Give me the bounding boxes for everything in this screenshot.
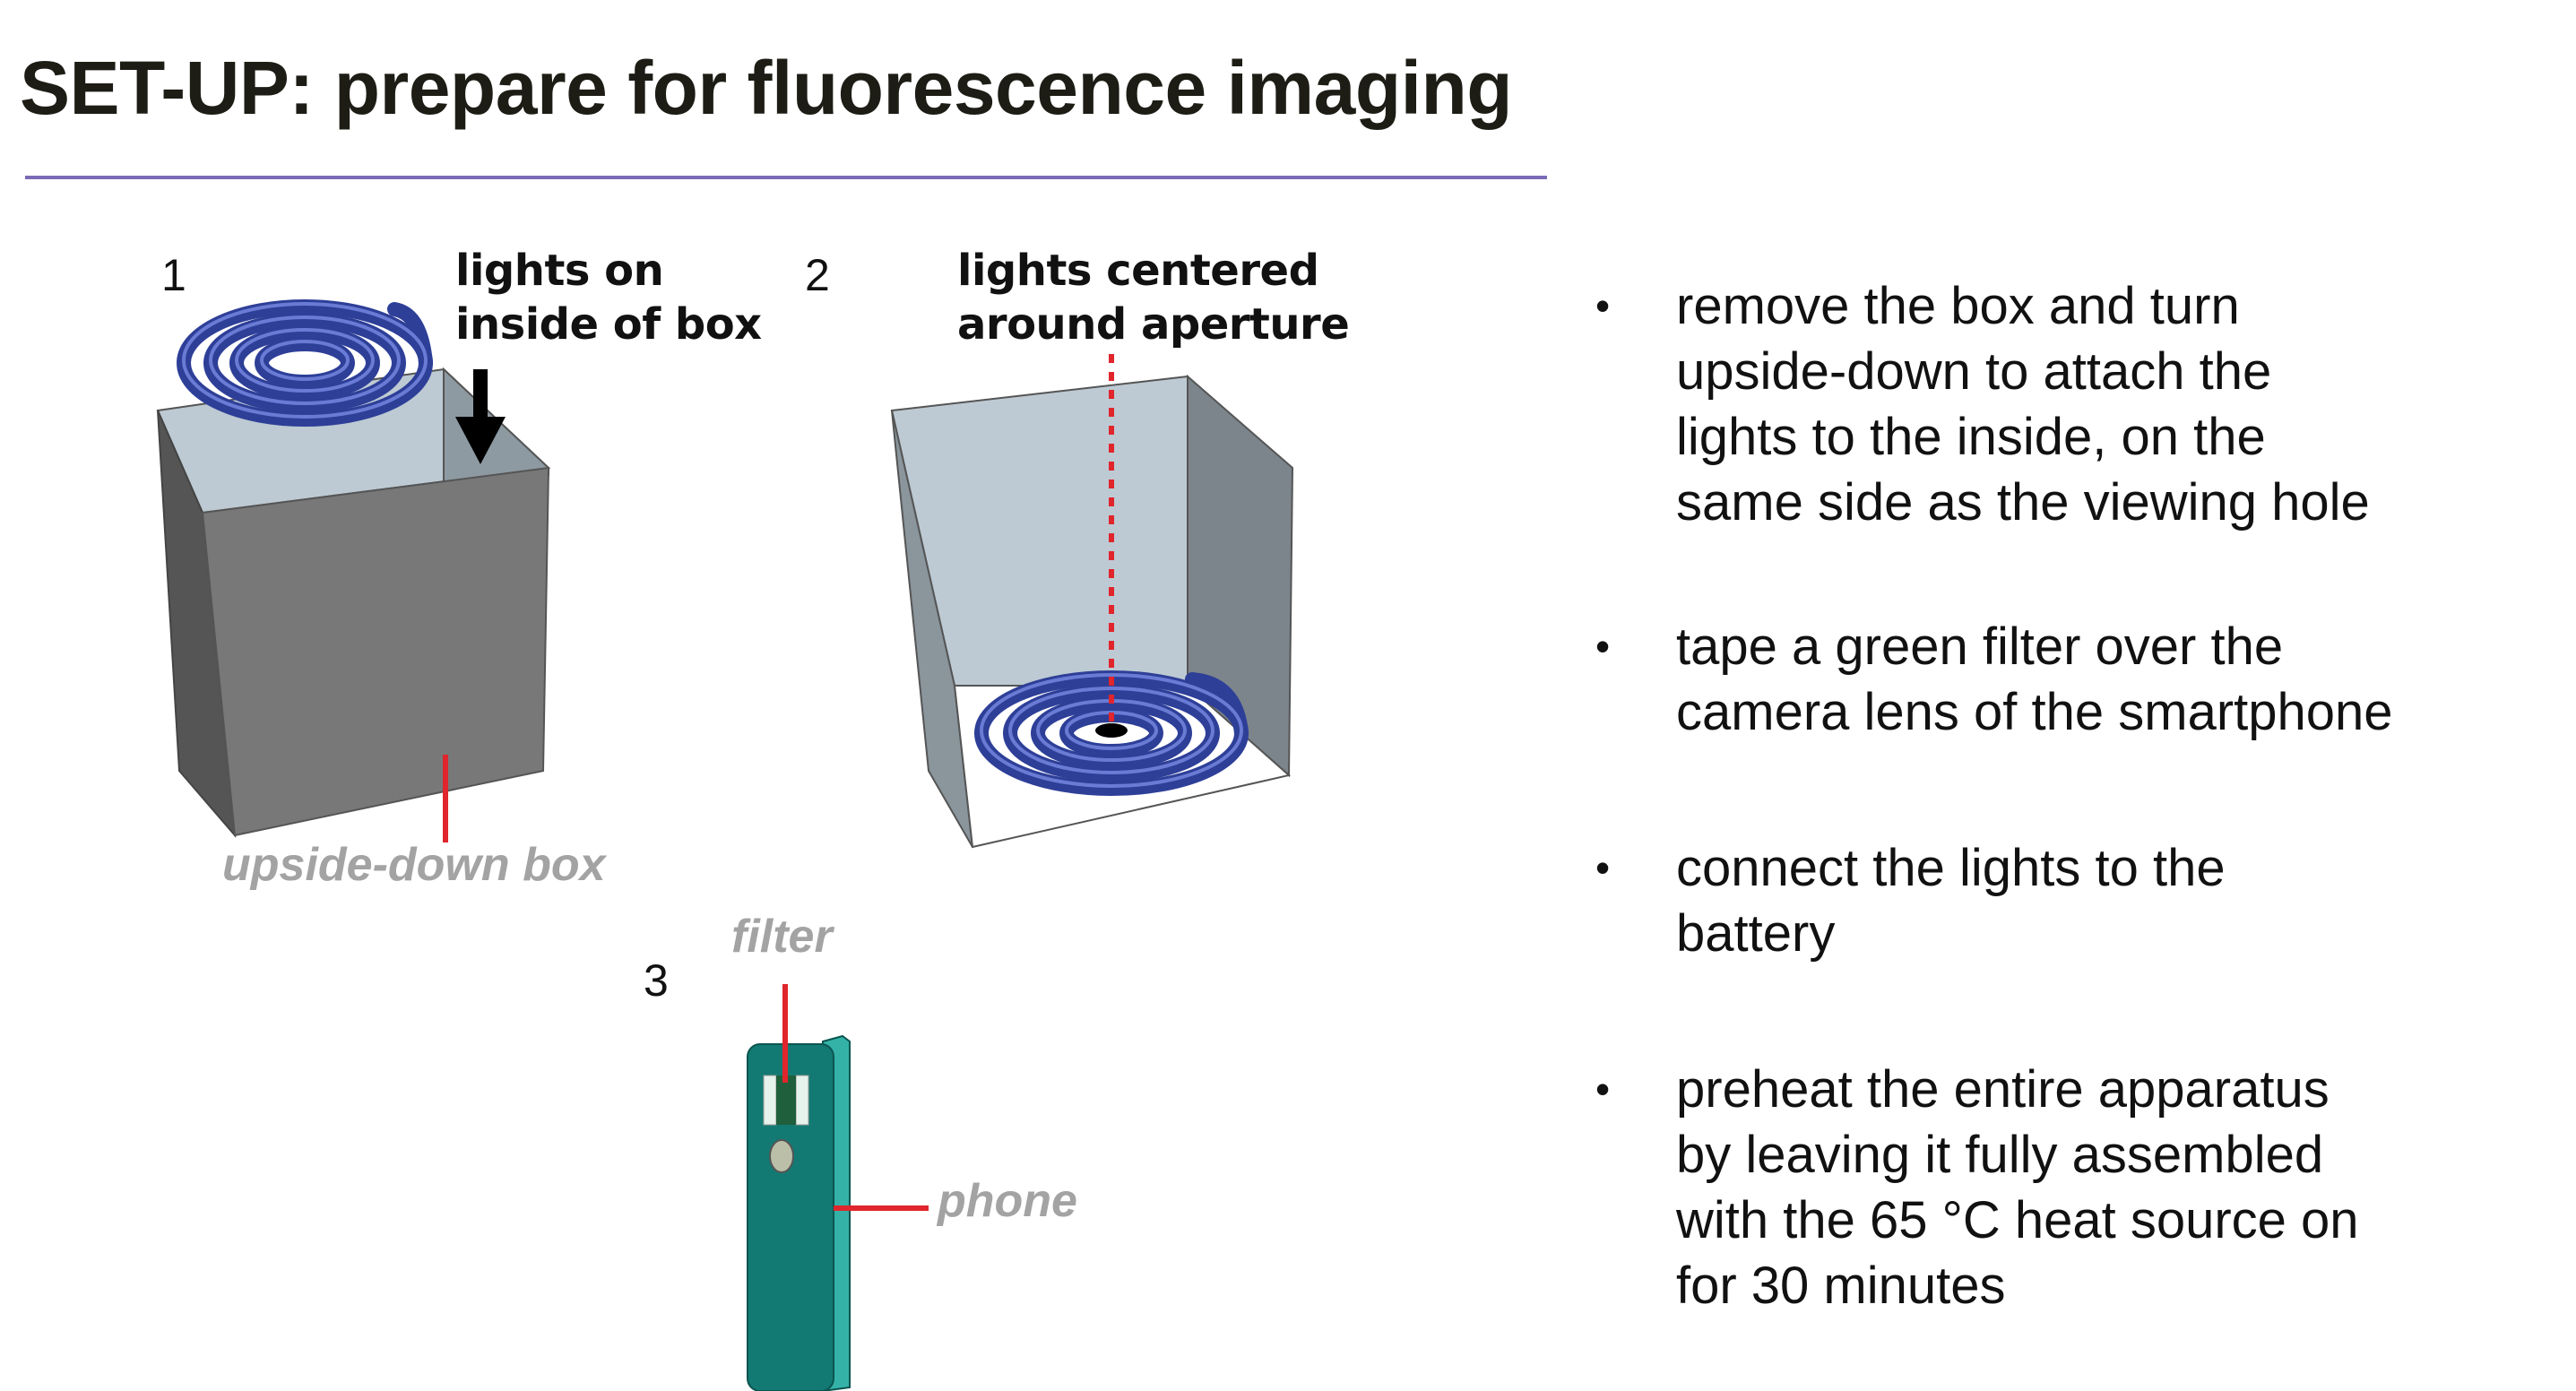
- figure1-callout-line1: lights on: [455, 246, 664, 296]
- bullet-dot: •: [1595, 623, 1611, 670]
- step-number-2: 2: [805, 250, 830, 300]
- smartphone-illustration: [747, 984, 929, 1391]
- instruction-line: lights to the inside, on the: [1676, 408, 2266, 466]
- page-title: SET-UP: prepare for fluorescence imaging: [20, 46, 1513, 130]
- instruction-line: battery: [1676, 904, 1836, 963]
- instruction-line: same side as the viewing hole: [1676, 473, 2370, 531]
- bullet-dot: •: [1595, 282, 1611, 329]
- instruction-line: by leaving it fully assembled: [1676, 1126, 2324, 1184]
- figure1-callout: lights on inside of box: [455, 244, 762, 351]
- instruction-line: camera lens of the smartphone: [1676, 683, 2393, 741]
- instruction-line: remove the box and turn: [1676, 277, 2240, 335]
- figure1-callout-line2: inside of box: [455, 299, 762, 350]
- title-divider: [25, 176, 1547, 179]
- instruction-line: upside-down to attach the: [1676, 342, 2272, 401]
- instruction-line: connect the lights to the: [1676, 839, 2226, 897]
- figure2-callout: lights centered around aperture: [957, 244, 1350, 351]
- instruction-line: preheat the entire apparatus: [1676, 1060, 2330, 1119]
- step-number-3: 3: [644, 955, 669, 1006]
- instruction-line: with the 65 °C heat source on: [1676, 1191, 2359, 1249]
- filter-label: filter: [731, 911, 833, 963]
- upside-down-box-illustration: [156, 299, 551, 842]
- filter-tape-left: [763, 1075, 777, 1126]
- box-front-face: [201, 466, 550, 837]
- bullet-dot: •: [1595, 844, 1611, 891]
- aperture-hole: [1095, 723, 1128, 738]
- step-number-1: 1: [161, 250, 186, 300]
- green-filter: [776, 1076, 796, 1125]
- instruction-line: tape a green filter over the: [1676, 618, 2284, 676]
- filter-tape-right: [795, 1075, 809, 1126]
- phone-body: [747, 1043, 834, 1391]
- upside-down-box-label: upside-down box: [222, 839, 606, 891]
- bullet-dot: •: [1595, 1066, 1611, 1112]
- phone-label: phone: [938, 1175, 1077, 1227]
- figure2-callout-line2: around aperture: [957, 299, 1350, 350]
- open-box-illustration: [890, 354, 1294, 849]
- camera-lens: [769, 1139, 794, 1173]
- figure2-callout-line1: lights centered: [957, 246, 1319, 296]
- down-arrow-icon: [455, 369, 506, 464]
- instruction-line: for 30 minutes: [1676, 1257, 2006, 1315]
